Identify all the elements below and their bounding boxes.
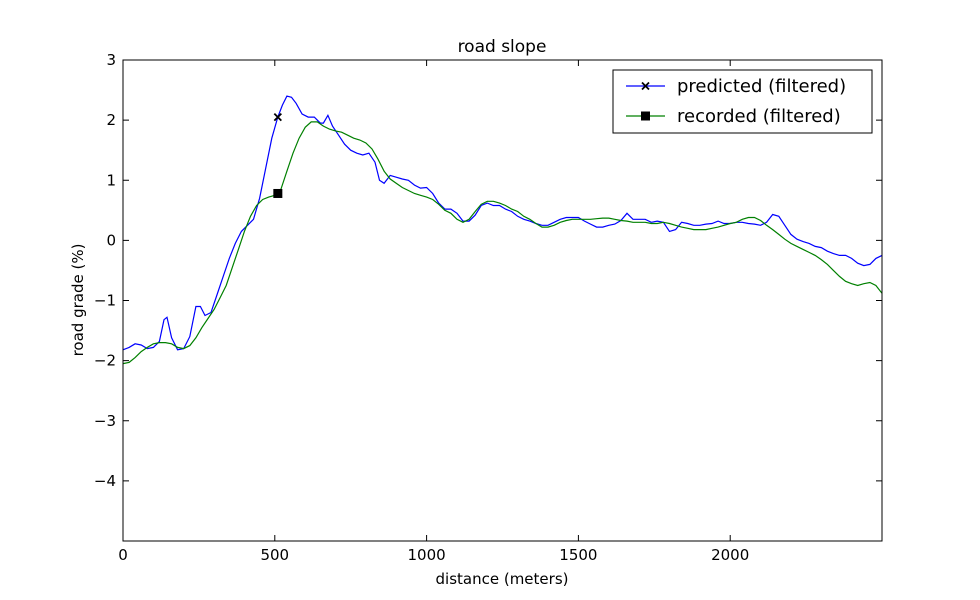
legend-label-0: predicted (filtered) — [677, 76, 846, 97]
x-axis-ticks: 0 500 1000 1500 2000 — [118, 60, 749, 564]
y-tick-label: −1 — [94, 292, 116, 310]
legend-marker-1 — [641, 111, 650, 121]
legend-marker-0 — [641, 81, 650, 91]
y-tick-label: 0 — [106, 231, 116, 249]
x-tick-label: 1000 — [408, 546, 446, 564]
x-tick-label: 0 — [118, 546, 128, 564]
legend-box — [612, 69, 873, 134]
x-axis-label: distance (meters) — [436, 570, 569, 588]
y-tick-label: −4 — [94, 472, 116, 490]
series-line-1 — [123, 121, 882, 365]
series-line-0 — [123, 95, 882, 351]
y-tick-label: −2 — [94, 352, 116, 370]
x-tick-label: 1500 — [559, 546, 597, 564]
y-axis-label: road grade (%) — [69, 244, 87, 357]
marker-x-stroke — [273, 112, 282, 122]
y-tick-label: 3 — [106, 51, 116, 69]
legend-label-1: recorded (filtered) — [677, 106, 841, 127]
chart-title: road slope — [458, 37, 547, 57]
y-tick-label: −3 — [94, 412, 116, 430]
x-tick-label: 500 — [260, 546, 289, 564]
y-tick-label: 1 — [106, 171, 116, 189]
series-marker-1 — [273, 188, 283, 198]
x-tick-label: 2000 — [711, 546, 749, 564]
y-axis-ticks: 3 2 1 0 −1 −2 −3 −4 — [94, 51, 882, 490]
plot-area — [123, 95, 882, 365]
series-marker-0 — [273, 112, 282, 122]
y-tick-label: 2 — [106, 111, 116, 129]
legend: predicted (filtered) recorded (filtered) — [612, 69, 873, 134]
